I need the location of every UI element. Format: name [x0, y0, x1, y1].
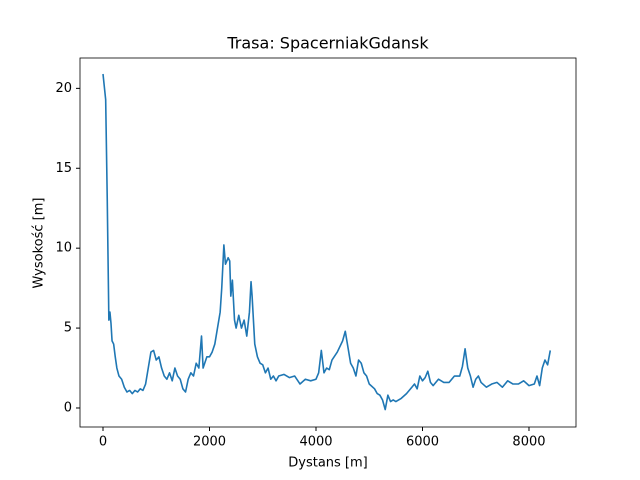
x-tick-label: 4000 [299, 435, 332, 450]
x-tick-label: 0 [99, 435, 107, 450]
x-axis-label: Dystans [m] [288, 456, 368, 471]
x-tick-label: 8000 [512, 435, 545, 450]
y-tick-label: 5 [64, 321, 72, 336]
x-tick-label: 6000 [406, 435, 439, 450]
plot-frame [79, 57, 577, 428]
chart-title: Trasa: SpacerniakGdansk [226, 34, 429, 53]
y-axis-label: Wysokość [m] [32, 198, 47, 289]
x-tick-label: 2000 [193, 435, 226, 450]
y-tick-label: 10 [55, 241, 72, 256]
y-tick-label: 15 [55, 161, 72, 176]
y-tick-label: 0 [64, 400, 72, 415]
line-series [102, 73, 552, 411]
y-tick-label: 20 [55, 81, 72, 96]
